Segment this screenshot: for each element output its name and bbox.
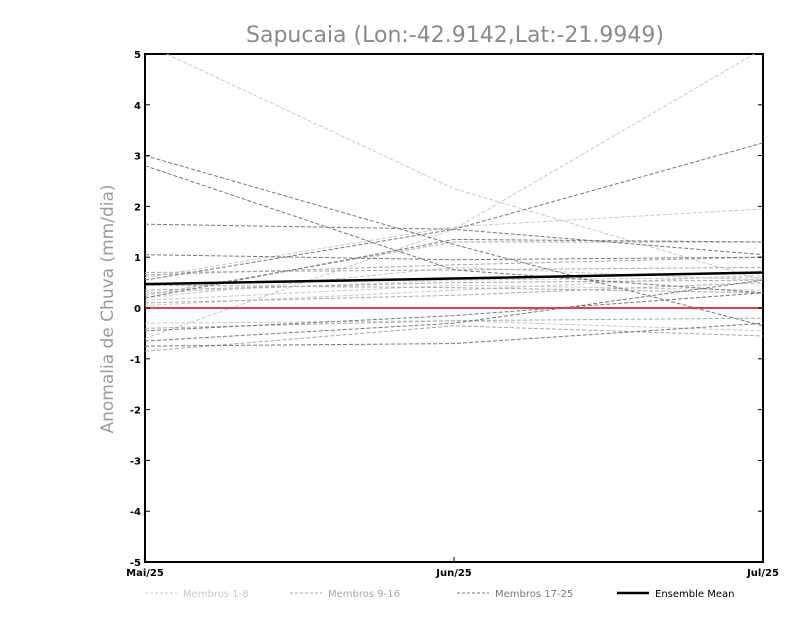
y-tick-label: 1 xyxy=(134,253,141,264)
y-tick-label: -3 xyxy=(130,456,141,467)
member-line-3-5 xyxy=(145,142,763,281)
y-tick-label: -4 xyxy=(130,507,141,518)
ensemble-mean-line xyxy=(144,271,764,286)
chart-title: Sapucaia (Lon:-42.9142,Lat:-21.9949) xyxy=(246,23,664,48)
member-line-3-7 xyxy=(145,292,763,332)
legend-entry-ensemble-mean: Ensemble Mean xyxy=(617,589,734,600)
member-line-3-8 xyxy=(145,279,763,342)
member-line-2-5 xyxy=(145,282,763,304)
x-axis-ticks: Mai/25 Jun/25 Jul/25 xyxy=(126,557,779,579)
x-tick-label: Jun/25 xyxy=(435,568,472,579)
member-line-3-9 xyxy=(145,322,763,347)
legend-label: Membros 17-25 xyxy=(495,589,573,600)
member-line-2-2 xyxy=(145,284,763,294)
legend-label: Membros 9-16 xyxy=(328,589,400,600)
y-tick-label: -5 xyxy=(130,558,141,569)
member-line-1-7 xyxy=(145,284,763,301)
legend-label: Ensemble Mean xyxy=(655,589,734,600)
member-line-1-3 xyxy=(145,208,763,279)
y-tick-label: 0 xyxy=(134,304,141,315)
member-line-3-2 xyxy=(145,165,763,294)
y-tick-label: 4 xyxy=(134,101,141,112)
member-line-1-8 xyxy=(145,277,763,294)
y-axis-ticks: -5 -4 -3 -2 -1 0 1 2 3 4 5 xyxy=(130,50,763,569)
y-axis-label: Anomalia de Chuva (mm/dia) xyxy=(98,184,118,433)
x-tick-label: Jul/25 xyxy=(746,568,779,579)
member-lines xyxy=(145,54,763,352)
member-line-2-7 xyxy=(145,279,763,291)
member-line-3-6 xyxy=(145,238,763,299)
y-tick-label: -2 xyxy=(130,406,141,417)
legend-entry-members-17-25: Membros 17-25 xyxy=(457,589,573,600)
member-line-2-8 xyxy=(145,256,763,276)
member-line-2-3 xyxy=(145,325,763,352)
legend-label: Membros 1-8 xyxy=(183,589,249,600)
legend-entry-members-1-8: Membros 1-8 xyxy=(145,589,249,600)
x-tick-label: Mai/25 xyxy=(126,568,164,579)
y-tick-label: 5 xyxy=(134,50,141,61)
member-line-2-1 xyxy=(145,241,763,296)
y-tick-label: 2 xyxy=(134,202,141,213)
y-tick-label: 3 xyxy=(134,152,141,163)
y-tick-label: -1 xyxy=(130,355,141,366)
legend: Membros 1-8 Membros 9-16 Membros 17-25 E… xyxy=(145,589,734,600)
member-line-3-4 xyxy=(145,254,763,261)
legend-entry-members-9-16: Membros 9-16 xyxy=(290,589,400,600)
member-line-3-1 xyxy=(145,155,763,327)
